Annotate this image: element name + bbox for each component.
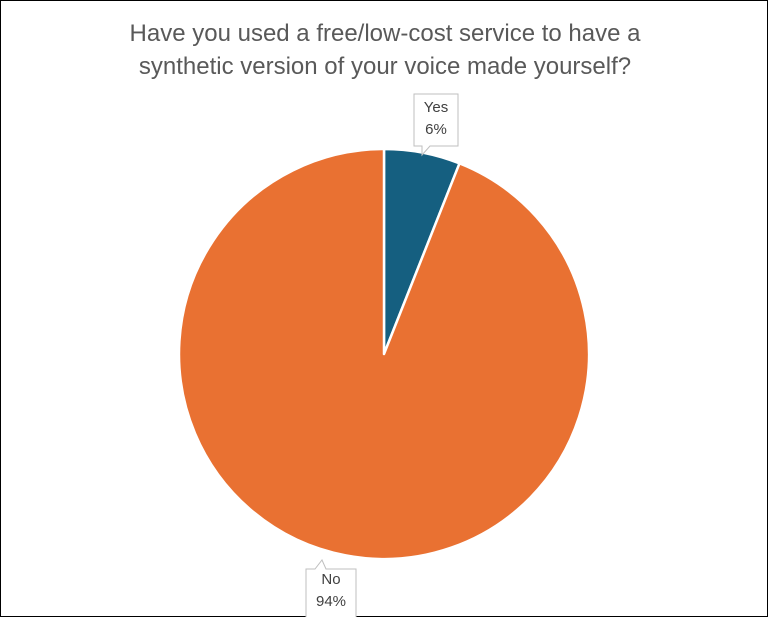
data-label-no-category: No xyxy=(321,571,340,588)
data-label-yes: Yes 6% xyxy=(413,93,459,157)
pie-slice-no xyxy=(177,147,591,561)
data-label-no-callout xyxy=(305,559,357,617)
chart-title: Have you used a free/low-cost service to… xyxy=(1,17,768,83)
pie-slices xyxy=(177,147,591,561)
data-label-yes-callout xyxy=(413,93,459,157)
data-label-no: No 94% xyxy=(305,559,357,617)
data-label-no-value: 94% xyxy=(316,593,346,610)
chart-title-line-1: Have you used a free/low-cost service to… xyxy=(129,20,641,47)
data-label-yes-value: 6% xyxy=(425,121,447,138)
data-label-yes-category: Yes xyxy=(424,99,448,116)
chart-title-line-2: synthetic version of your voice made you… xyxy=(138,53,632,80)
